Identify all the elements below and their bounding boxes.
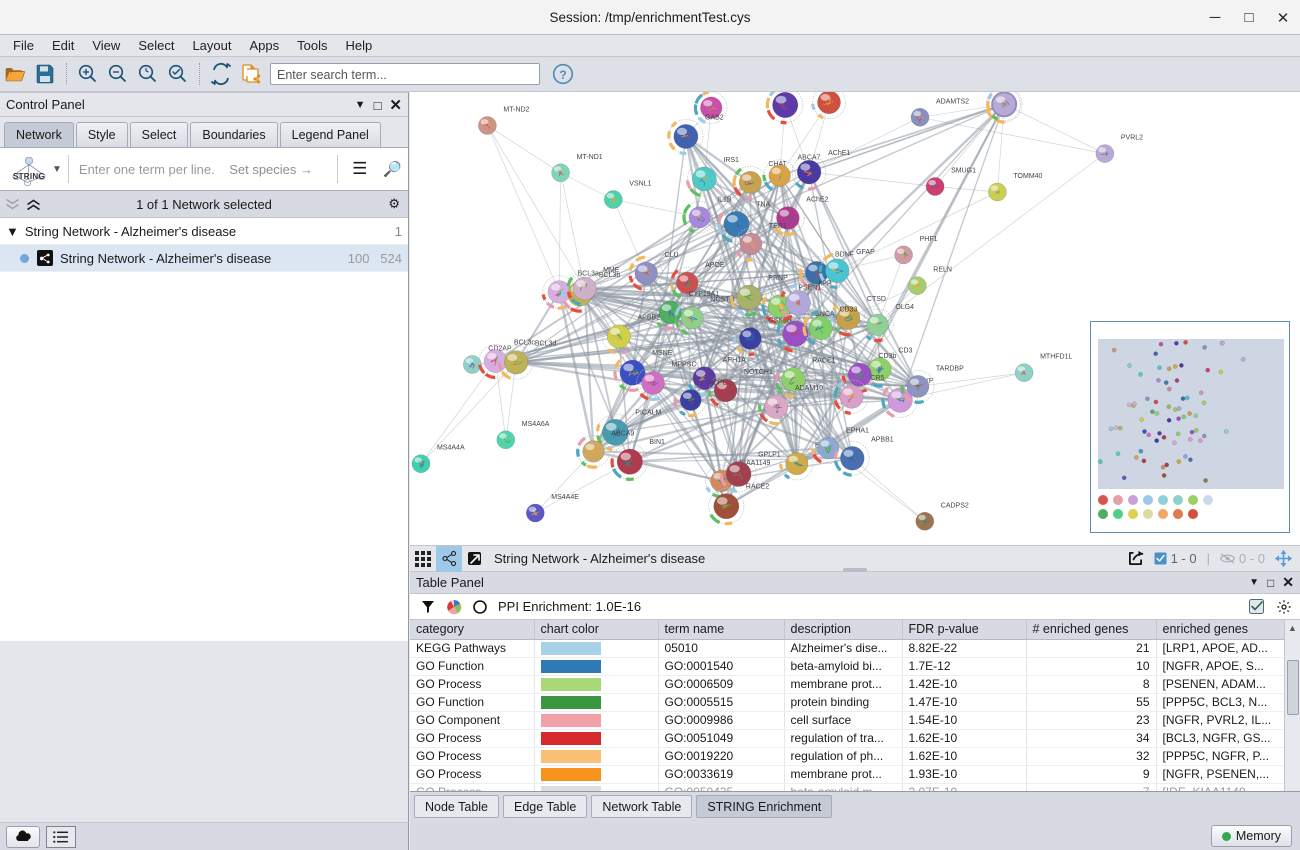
svg-text:RACE1: RACE1 <box>812 358 835 365</box>
svg-text:APH1A: APH1A <box>723 357 746 364</box>
svg-text:TER1: TER1 <box>769 223 787 230</box>
svg-text:RELN: RELN <box>933 267 952 274</box>
svg-text:EPHA1: EPHA1 <box>846 427 869 434</box>
svg-text:CADPS2: CADPS2 <box>941 502 969 509</box>
svg-text:GFAP: GFAP <box>856 249 875 256</box>
svg-text:CTSD: CTSD <box>867 296 886 303</box>
svg-text:MT-ND2: MT-ND2 <box>503 107 529 114</box>
svg-text:AChE2: AChE2 <box>806 197 828 204</box>
svg-text:CD3b: CD3b <box>878 353 896 360</box>
svg-text:SMUG1: SMUG1 <box>951 168 976 175</box>
svg-text:TARDBP: TARDBP <box>936 365 964 372</box>
svg-text:MT-ND1: MT-ND1 <box>577 154 603 161</box>
svg-text:CLU: CLU <box>665 252 679 259</box>
svg-text:MME: MME <box>603 267 620 274</box>
svg-text:MS4A4A: MS4A4A <box>437 445 465 452</box>
svg-text:MTHFD1L: MTHFD1L <box>1040 354 1072 361</box>
svg-text:PHF1: PHF1 <box>920 236 938 243</box>
svg-text:MS4A6A: MS4A6A <box>522 421 550 428</box>
svg-text:OLG4: OLG4 <box>895 304 914 311</box>
svg-text:AChE1: AChE1 <box>828 150 850 157</box>
svg-text:BIN1: BIN1 <box>649 439 665 446</box>
svg-text:MPPSC: MPPSC <box>672 362 697 369</box>
svg-text:APOE: APOE <box>705 262 725 269</box>
svg-text:ABCA9: ABCA9 <box>611 431 634 438</box>
svg-text:TOMM40: TOMM40 <box>1013 173 1042 180</box>
svg-text:NOTCH1: NOTCH1 <box>744 369 773 376</box>
svg-text:BCL3d: BCL3d <box>535 341 557 348</box>
svg-text:IL1B: IL1B <box>717 197 732 204</box>
svg-text:BCL3c: BCL3c <box>514 340 536 347</box>
svg-text:MS4A4E: MS4A4E <box>551 494 579 501</box>
svg-text:CD33: CD33 <box>840 307 858 314</box>
svg-text:TNA: TNA <box>756 202 770 209</box>
svg-text:PICALM: PICALM <box>635 409 661 416</box>
svg-text:CD3: CD3 <box>898 348 912 355</box>
svg-text:APBB1: APBB1 <box>871 436 894 443</box>
svg-text:BDNF: BDNF <box>835 251 854 258</box>
svg-text:VCPL: VCPL <box>708 380 726 387</box>
svg-text:APP: APP <box>818 280 832 287</box>
svg-text:ADAM10: ADAM10 <box>795 385 823 392</box>
svg-text:APBB2: APBB2 <box>638 315 661 322</box>
svg-text:MSNE: MSNE <box>652 350 673 357</box>
svg-text:CR5: CR5 <box>870 375 884 382</box>
svg-text:ADAMTS2: ADAMTS2 <box>936 98 969 105</box>
svg-text:VSNL1: VSNL1 <box>629 181 651 188</box>
svg-text:GPLP1: GPLP1 <box>758 452 781 459</box>
svg-text:PRNP: PRNP <box>768 275 788 282</box>
svg-text:PVRL2: PVRL2 <box>1121 135 1143 142</box>
svg-text:?: ? <box>559 68 566 82</box>
svg-text:IRS1: IRS1 <box>723 157 739 164</box>
svg-text:GAB2: GAB2 <box>705 114 724 121</box>
svg-text:RACE2: RACE2 <box>746 484 769 491</box>
